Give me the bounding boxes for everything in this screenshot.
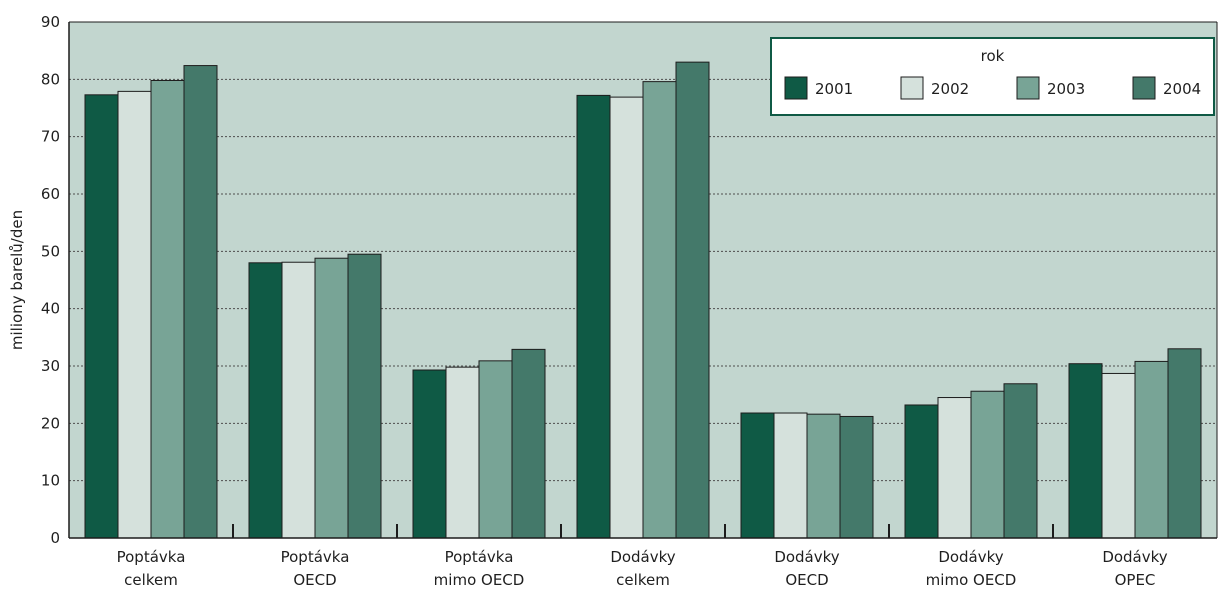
legend-label: 2002: [931, 80, 969, 98]
bar-2003-1: [314, 257, 349, 539]
bar-2001-3: [576, 94, 611, 539]
y-tick-label: 10: [41, 472, 60, 490]
bar-2003-5: [970, 390, 1005, 539]
x-category-label: Poptávka celkem: [117, 548, 186, 589]
bar-2001-0: [84, 94, 119, 539]
x-category-label: Poptávka mimo OECD: [434, 548, 525, 589]
bar-2001-1: [248, 262, 283, 539]
y-tick-label: 80: [41, 70, 60, 88]
x-category-label: Dodávky celkem: [610, 548, 675, 589]
legend: rok 2001 2002 2003 2004: [770, 37, 1215, 116]
bar-2001-6: [1068, 363, 1103, 539]
y-tick-label: 90: [41, 13, 60, 31]
y-tick-label: 20: [41, 414, 60, 432]
legend-title: rok: [981, 47, 1005, 65]
y-tick-label: 40: [41, 300, 60, 318]
legend-swatch-2002: [900, 76, 924, 100]
bar-2004-3: [675, 61, 710, 539]
y-tick-label: 50: [41, 242, 60, 260]
legend-swatch-2003: [1016, 76, 1040, 100]
bar-2002-2: [445, 366, 480, 539]
bar-2002-4: [773, 412, 808, 539]
bar-2004-5: [1003, 383, 1038, 539]
legend-items: 2001 2002 2003 2004: [784, 76, 1201, 100]
bars: [84, 61, 1202, 539]
y-tick-label: 30: [41, 357, 60, 375]
x-category-label: Dodávky OECD: [774, 548, 839, 589]
x-category-label: Dodávky OPEC: [1102, 548, 1167, 589]
bar-2004-6: [1167, 348, 1202, 539]
legend-label: 2004: [1163, 80, 1201, 98]
x-category-label: Dodávky mimo OECD: [926, 548, 1017, 589]
bar-2002-1: [281, 261, 316, 539]
bar-2002-5: [937, 397, 972, 539]
bar-2003-6: [1134, 360, 1169, 539]
bar-2004-1: [347, 253, 382, 539]
bar-2003-2: [478, 360, 513, 539]
bar-2002-0: [117, 90, 152, 539]
legend-box: [770, 37, 1215, 116]
legend-label: 2001: [815, 80, 853, 98]
bar-2003-3: [642, 81, 677, 539]
y-tick-label: 60: [41, 185, 60, 203]
axes: [68, 21, 1218, 539]
bar-2001-5: [904, 404, 939, 539]
y-tick-label: 0: [50, 529, 60, 547]
bar-2004-4: [839, 415, 874, 539]
bar-2003-0: [150, 79, 185, 539]
legend-swatch-2001: [784, 76, 808, 100]
bar-2001-4: [740, 412, 775, 539]
x-category-label: Poptávka OECD: [281, 548, 350, 589]
x-category-labels: Poptávka celkem Poptávka OECD Poptávka mimo O…: [117, 548, 1168, 589]
y-tick-labels: 0 10 20 30 40 50 60 70 80 90: [41, 13, 60, 547]
bar-2004-0: [183, 65, 218, 539]
legend-label: 2003: [1047, 80, 1085, 98]
legend-swatch-2004: [1132, 76, 1156, 100]
bar-2003-4: [806, 413, 841, 539]
bar-2002-6: [1101, 372, 1136, 539]
y-axis-title: miliony barelů/den: [8, 210, 26, 350]
bar-2002-3: [609, 96, 644, 539]
bar-2001-2: [412, 369, 447, 539]
y-tick-label: 70: [41, 128, 60, 146]
bar-2004-2: [511, 348, 546, 539]
